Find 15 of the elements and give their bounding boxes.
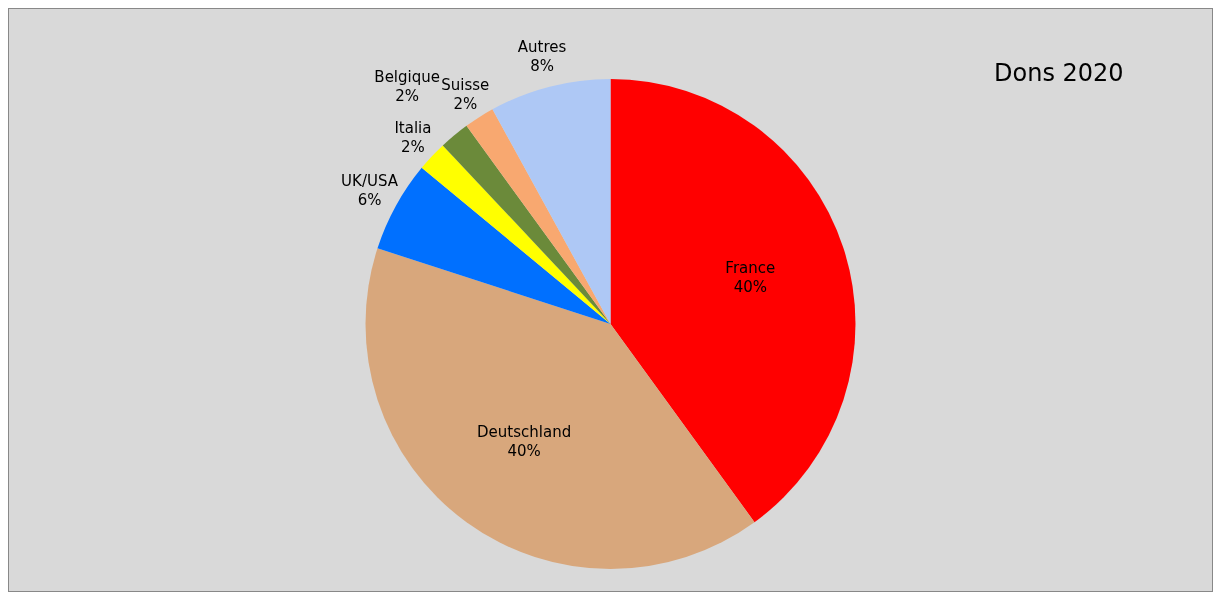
data-label: 6%: [357, 190, 382, 209]
data-label: 40%: [733, 277, 767, 296]
text: Dons 2020: [994, 59, 1124, 87]
slice-label: Belgique: [374, 67, 440, 86]
slice-label: Autres: [517, 38, 567, 57]
slice-label: Italia: [394, 118, 432, 137]
slice-label: France: [725, 258, 776, 277]
data-label: 2%: [395, 86, 420, 105]
data-label: 8%: [530, 57, 555, 76]
data-label: 2%: [401, 137, 425, 156]
data-label: 40%: [507, 442, 541, 461]
slice-label: UK/USA: [341, 171, 399, 190]
data-label: 2%: [453, 94, 478, 113]
slice-label: Suisse: [441, 75, 490, 94]
slice-label: Deutschland: [477, 423, 572, 442]
